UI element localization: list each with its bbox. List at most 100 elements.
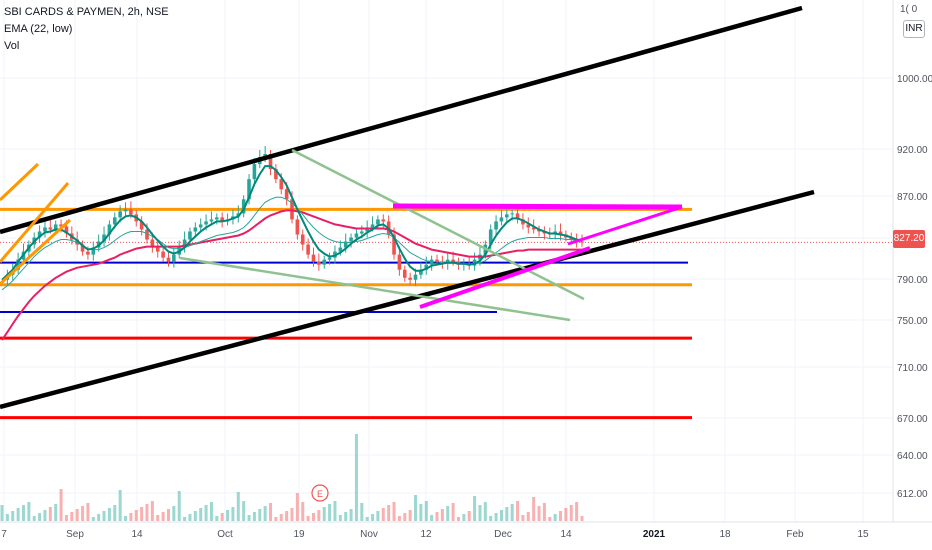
candle-body [161,251,165,258]
candle-body [402,269,407,278]
candle-body [558,231,563,235]
triangle-base[interactable] [419,246,591,309]
volume-bar [236,492,240,521]
triangle-diagonal[interactable] [567,205,683,246]
time-tick-label: Oct [217,529,233,540]
volume-legend[interactable]: Vol [4,40,20,52]
price-tick-label: 640.00 [897,451,928,462]
volume-bar [209,502,213,521]
volume-bar [510,504,514,521]
currency-button[interactable]: INR [903,20,925,38]
candle-body [424,264,429,270]
lower-channel-line[interactable] [0,189,815,410]
volume-bar [489,516,493,521]
candle-body [43,227,47,232]
wedge-line-lower[interactable] [179,256,571,322]
wedge-line-upper[interactable] [291,148,585,301]
candle-body [102,234,106,242]
time-tick-label: 14 [560,529,572,540]
volume-bar [118,490,122,521]
time-tick-label: 7 [1,529,7,540]
time-tick-label: 12 [420,529,432,540]
candle-body [376,219,380,225]
candle-body [37,231,42,238]
candle-body [139,221,144,230]
volume-bar [328,504,332,521]
candle-body [349,237,353,242]
volume-bar [564,508,568,521]
volume-bar [97,514,101,521]
candle-body [129,209,133,215]
volume-bar [183,517,187,521]
volume-bar [43,510,47,521]
sma-line [1,165,583,281]
orange-channel-line-2[interactable] [0,182,70,263]
volume-bar [140,507,144,521]
chart-legend: SBI CARDS & PAYMEN, 2h, NSE EMA (22, low… [4,4,169,55]
candle-body [300,234,305,245]
candle-body [370,224,375,228]
candle-body [172,254,176,262]
volume-bar [499,510,503,521]
volume-bar [134,510,138,521]
earnings-marker-label: E [317,489,323,499]
candle-body [166,257,171,262]
volume-bar [575,502,579,521]
volume-bar [38,513,42,521]
price-tick-label: 1000.00 [897,74,932,85]
candle-body [107,224,112,235]
volume-bar [548,517,552,521]
volume-bar [81,506,85,521]
volume-bar [397,516,401,521]
trend-drawings[interactable] [0,5,815,410]
triangle-top[interactable] [392,203,683,210]
candle-body [343,241,348,248]
candle-body [64,226,69,234]
candle-body [91,247,96,255]
orange-channel-line-3[interactable] [0,218,72,286]
volume-bar [279,514,283,521]
time-tick-label: 2021 [643,529,666,540]
symbol-title[interactable]: SBI CARDS & PAYMEN, 2h, NSE [4,6,169,18]
volume-bar [193,511,197,521]
volume-bar [344,512,348,521]
volume-bar [456,517,460,521]
volume-bar [247,515,251,521]
candle-body [198,224,203,228]
time-tick-label: Feb [786,529,804,540]
volume-bar [414,495,418,521]
volume-bar [569,505,573,521]
candle-body [311,254,316,262]
volume-bar [70,512,74,521]
ema-22-low-line [1,196,582,291]
candle-body [145,229,149,240]
candle-body [526,224,531,228]
volume-bar [446,506,450,521]
horizontal-levels[interactable] [0,207,893,420]
volume-bar [580,516,584,521]
volume-bar [54,504,58,521]
candle-body [290,199,294,220]
volume-bar [220,513,224,521]
ema-legend[interactable]: EMA (22, low) [4,23,73,35]
time-tick-label: Dec [494,529,512,540]
price-axis[interactable]: 1000.00 920.00 870.00 790.00 750.00 710.00 670… [892,0,932,522]
candle-body [118,211,122,218]
volume-bar [494,513,498,521]
earnings-marker[interactable]: E [311,484,329,502]
time-axis[interactable]: 7 Sep 14 Oct 19 Nov 12 Dec 14 2021 18 Feb 15 [0,521,932,540]
volume-bar [263,506,267,521]
volume-bar [150,501,154,521]
candle-body [451,259,455,262]
candle-body [531,227,536,230]
volume-bar [59,489,63,521]
upper-channel-line[interactable] [0,5,803,235]
orange-channel-line-1[interactable] [0,162,40,202]
candle-body [193,227,198,232]
volume-bar [16,508,20,521]
long-ema-line [1,209,582,341]
volume-bar [86,503,90,521]
volume-bar [226,510,230,521]
time-tick-label: 14 [131,529,143,540]
